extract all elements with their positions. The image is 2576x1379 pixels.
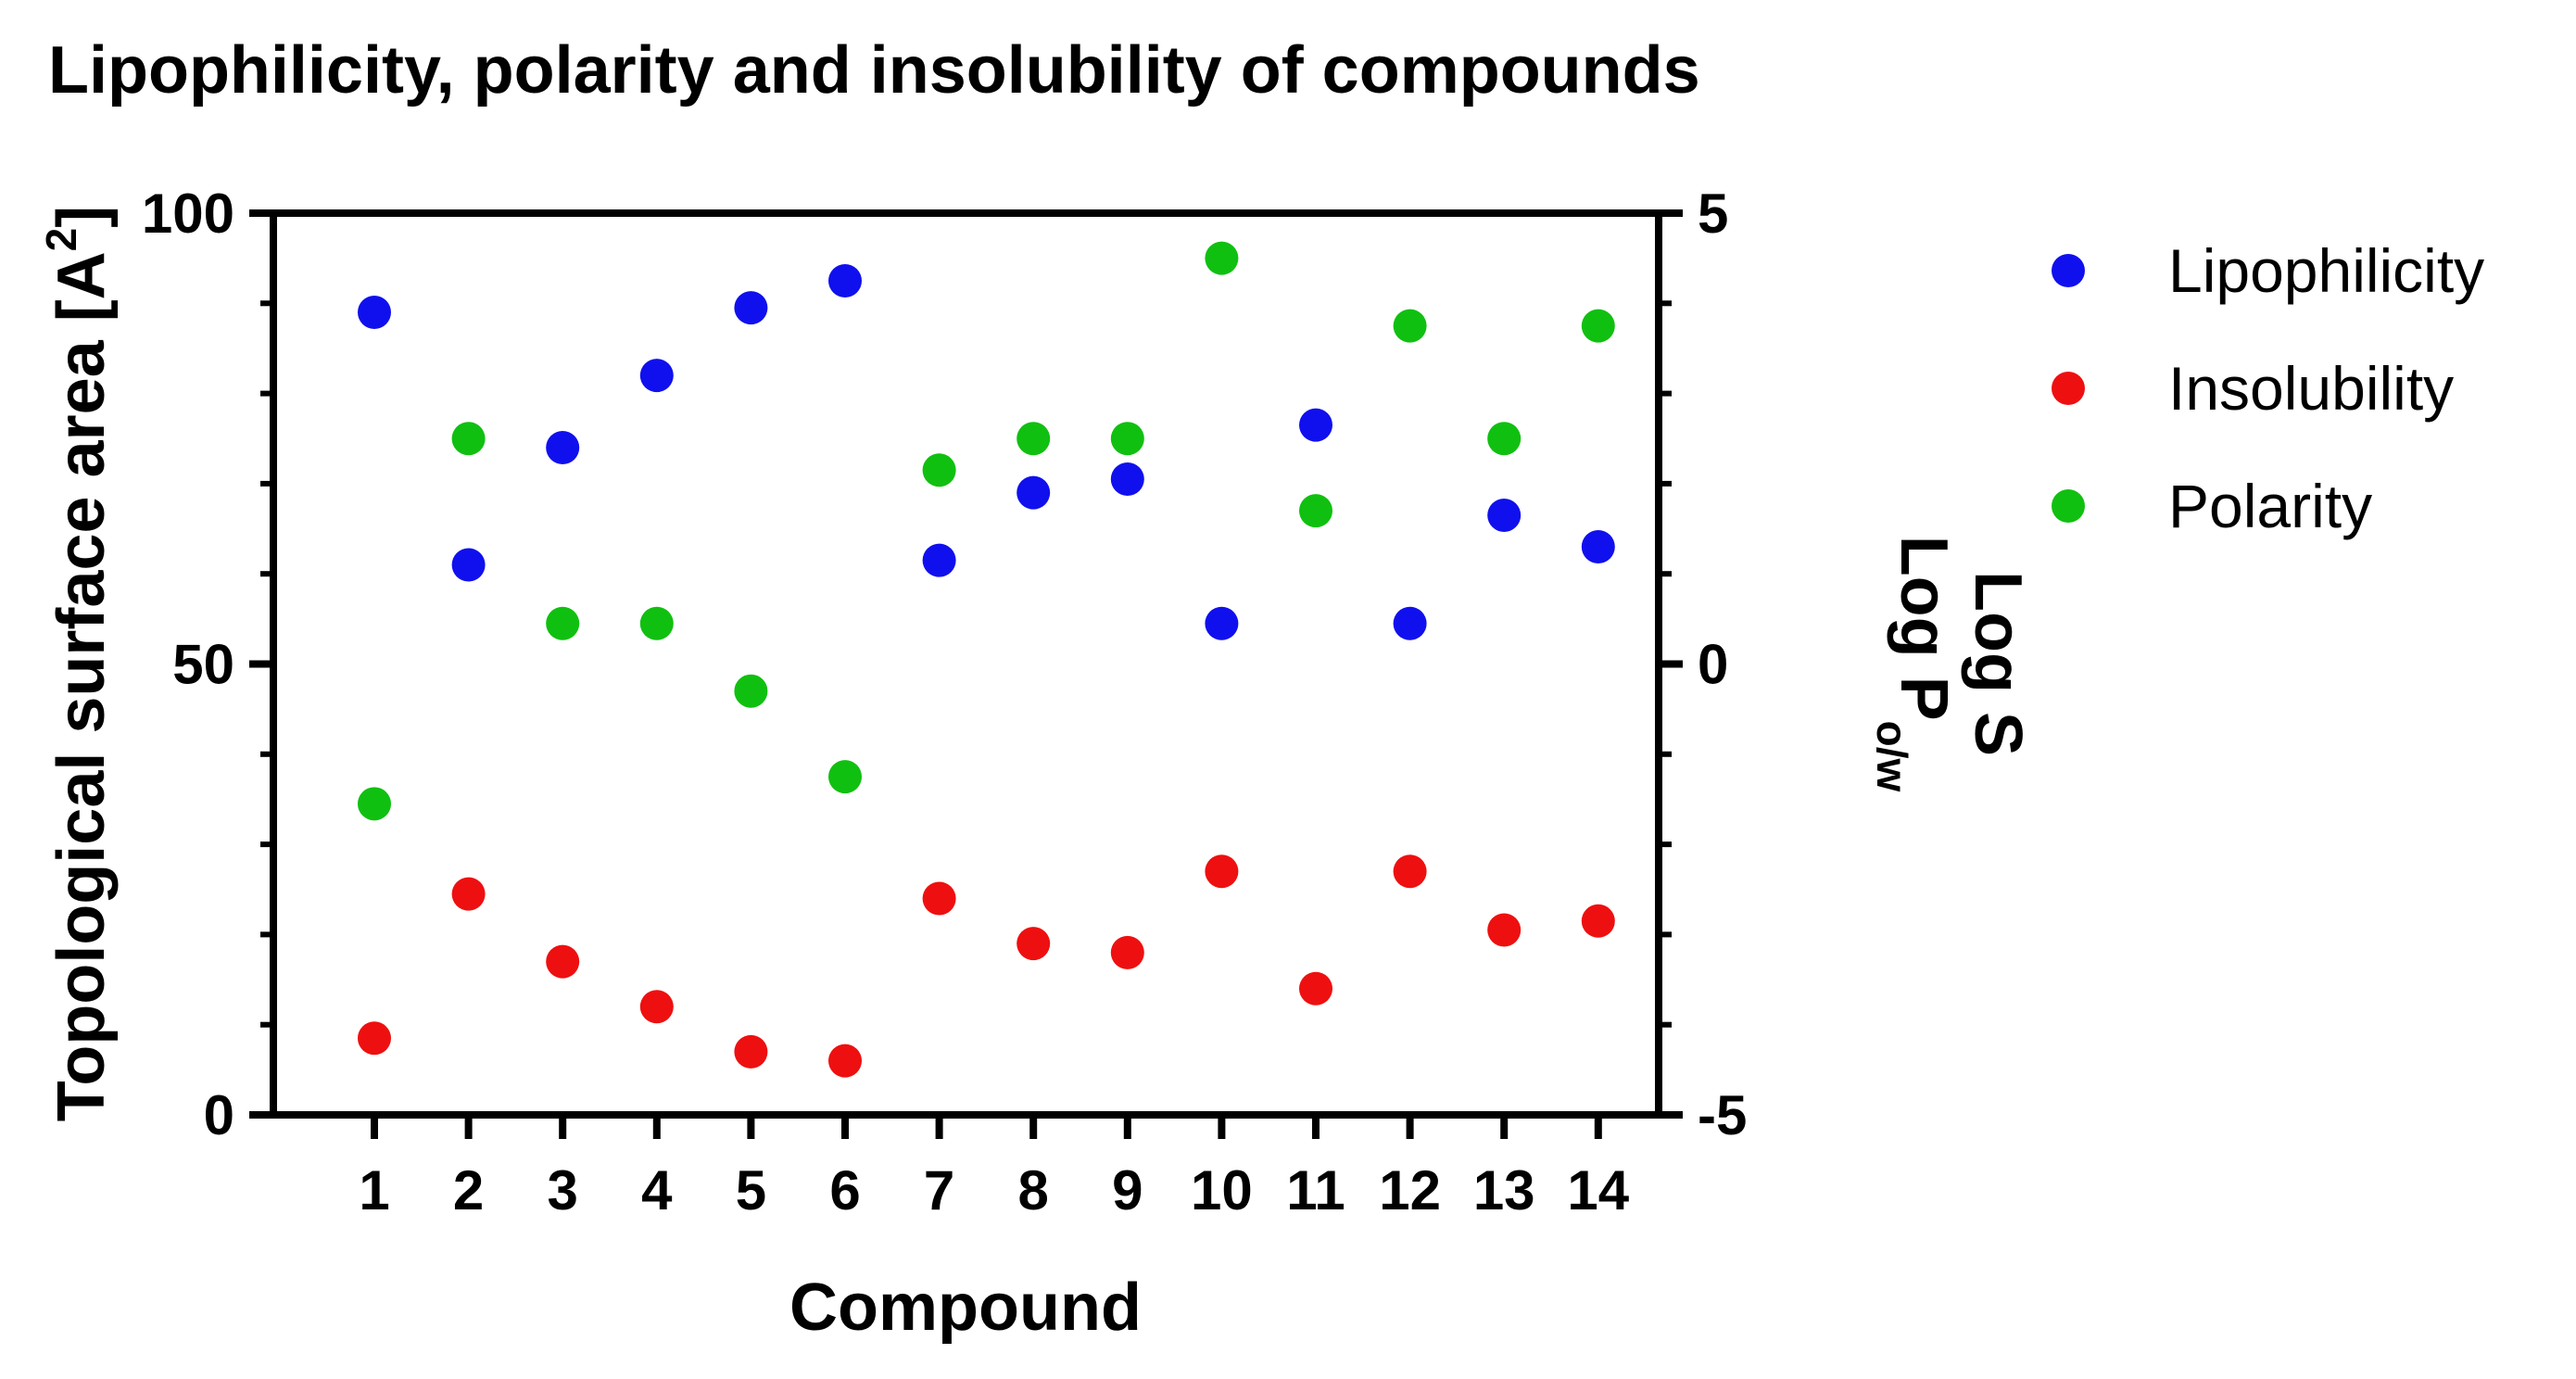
data-point-insolubility — [451, 877, 486, 911]
data-point-lipophilicity — [828, 263, 862, 297]
data-point-insolubility — [639, 990, 674, 1024]
left-y-tick-label: 100 — [142, 183, 234, 245]
data-point-lipophilicity — [1205, 606, 1239, 640]
data-point-polarity — [451, 422, 486, 456]
legend-label-insolubility: Insolubility — [2168, 354, 2454, 423]
right-y-axis-label-log-s: Log S — [1961, 571, 2035, 756]
left-y-axis-label-close: ] — [44, 206, 119, 228]
data-point-insolubility — [922, 881, 956, 916]
x-tick-label: 14 — [1567, 1159, 1629, 1221]
x-tick-label: 9 — [1112, 1159, 1143, 1221]
legend-label-lipophilicity: Lipophilicity — [2168, 236, 2484, 305]
data-point-polarity — [639, 606, 674, 640]
data-point-polarity — [1581, 309, 1615, 343]
data-point-insolubility — [1110, 935, 1144, 969]
right-y-tick-label: 0 — [1698, 634, 1728, 696]
data-point-insolubility — [1487, 913, 1522, 947]
data-point-lipophilicity — [1017, 475, 1051, 510]
x-tick-label: 10 — [1191, 1159, 1253, 1221]
data-point-lipophilicity — [451, 548, 486, 582]
right-y-axis-label-log-p: Log Po/w — [1868, 536, 1961, 792]
data-point-insolubility — [1205, 854, 1239, 889]
data-point-polarity — [922, 453, 956, 487]
data-point-insolubility — [1393, 854, 1427, 889]
axes — [270, 209, 1662, 1119]
data-point-insolubility — [546, 944, 580, 979]
data-point-lipophilicity — [1581, 530, 1615, 564]
data-point-insolubility — [358, 1021, 391, 1056]
x-ticks: 1 2 3 4 5 6 7 8 9 10 11 12 13 14 — [359, 1115, 1630, 1221]
x-tick-label: 11 — [1286, 1159, 1345, 1221]
x-tick-label: 8 — [1018, 1159, 1049, 1221]
x-tick-label: 7 — [924, 1159, 954, 1221]
right-y-tick-label: -5 — [1698, 1084, 1747, 1146]
x-tick-label: 13 — [1473, 1159, 1535, 1221]
legend-marker-lipophilicity — [2052, 254, 2085, 287]
x-tick-label: 1 — [359, 1159, 389, 1221]
x-tick-label: 3 — [548, 1159, 578, 1221]
right-y-ticks: -5 0 5 — [1659, 183, 1747, 1146]
data-point-polarity — [1487, 422, 1522, 456]
data-point-polarity — [734, 674, 768, 708]
legend-label-polarity: Polarity — [2168, 472, 2372, 540]
data-point-insolubility — [1299, 971, 1332, 1006]
data-points — [358, 241, 1615, 1078]
data-point-polarity — [828, 760, 862, 794]
data-point-lipophilicity — [1487, 498, 1522, 532]
left-y-axis-label-superscript: 2 — [37, 228, 85, 252]
x-tick-label: 2 — [453, 1159, 484, 1221]
legend: Lipophilicity Insolubility Polarity — [2052, 236, 2484, 540]
data-point-lipophilicity — [358, 296, 391, 330]
data-point-lipophilicity — [734, 291, 768, 325]
data-point-polarity — [1393, 309, 1427, 343]
data-point-lipophilicity — [1393, 606, 1427, 640]
left-y-tick-label: 0 — [204, 1084, 234, 1146]
data-point-insolubility — [1017, 927, 1051, 961]
data-point-polarity — [1205, 241, 1239, 275]
legend-marker-insolubility — [2052, 372, 2085, 405]
right-y-axis-label-log-p-subscript: o/w — [1868, 721, 1916, 792]
data-point-lipophilicity — [1299, 408, 1332, 442]
data-point-lipophilicity — [922, 543, 956, 577]
x-tick-label: 4 — [641, 1159, 673, 1221]
data-point-insolubility — [1581, 904, 1615, 938]
x-axis-label: Compound — [789, 1271, 1142, 1345]
left-y-ticks: 0 50 100 — [142, 183, 273, 1146]
data-point-polarity — [358, 787, 391, 821]
left-y-axis-label-text: Topological surface area [A — [44, 251, 119, 1121]
data-point-polarity — [546, 606, 580, 640]
x-tick-label: 12 — [1379, 1159, 1441, 1221]
left-y-tick-label: 50 — [172, 634, 234, 696]
data-point-polarity — [1110, 422, 1144, 456]
data-point-polarity — [1299, 494, 1332, 528]
legend-marker-polarity — [2052, 489, 2085, 523]
x-tick-label: 6 — [829, 1159, 860, 1221]
data-point-polarity — [1017, 422, 1051, 456]
data-point-lipophilicity — [546, 430, 580, 464]
left-y-axis-label: Topological surface area [A2] — [37, 206, 119, 1122]
data-point-insolubility — [734, 1034, 768, 1069]
data-point-lipophilicity — [1110, 462, 1144, 497]
data-point-insolubility — [828, 1044, 862, 1078]
x-tick-label: 5 — [736, 1159, 766, 1221]
chart-title: Lipophilicity, polarity and insolubility… — [48, 33, 1700, 108]
data-point-lipophilicity — [639, 359, 674, 393]
right-y-tick-label: 5 — [1698, 183, 1728, 245]
right-y-axis-label-log-p-text: Log P — [1887, 536, 1961, 721]
